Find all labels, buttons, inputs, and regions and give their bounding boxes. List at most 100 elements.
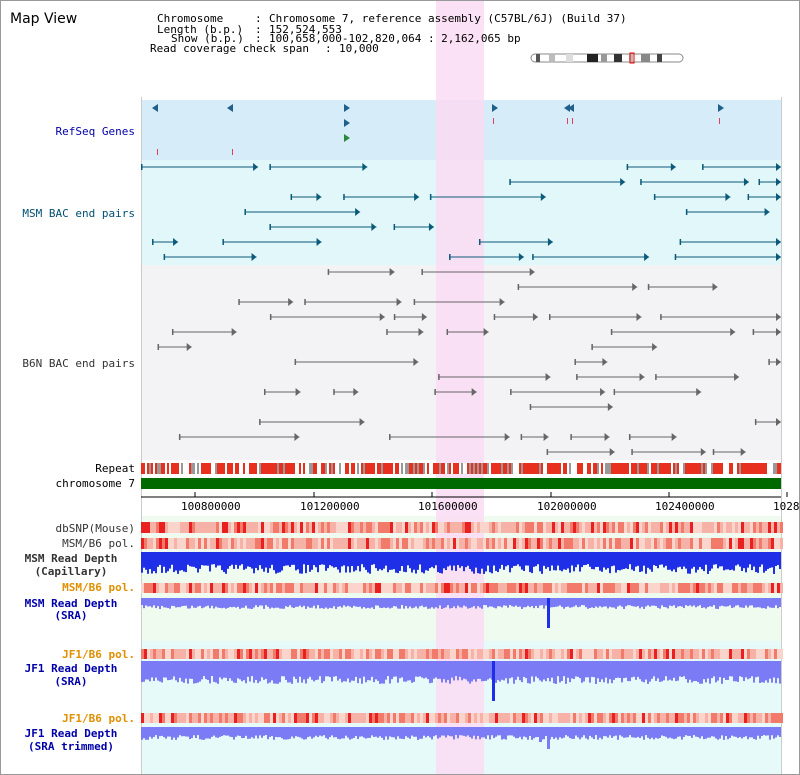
- read-depth-bar: [383, 727, 385, 740]
- polymorphism-cell: [546, 522, 549, 533]
- polymorphism-cell: [606, 583, 609, 593]
- polymorphism-cell: [498, 583, 501, 593]
- polymorphism-cell: [606, 522, 609, 533]
- polymorphism-cell: [660, 522, 663, 533]
- polymorphism-cell: [624, 649, 627, 659]
- read-depth-bar: [449, 598, 451, 609]
- msm-bac-pair-end: [758, 179, 761, 185]
- read-depth-bar: [363, 598, 365, 608]
- read-depth-bar: [173, 552, 175, 573]
- read-depth-bar: [193, 552, 195, 567]
- polymorphism-cell: [750, 538, 753, 549]
- read-depth-bar: [317, 598, 319, 606]
- read-depth-bar: [421, 727, 423, 739]
- read-depth-bar: [179, 727, 181, 736]
- read-depth-bar: [505, 661, 507, 679]
- polymorphism-cell: [738, 583, 741, 593]
- polymorphism-cell: [411, 713, 414, 723]
- repeat-block: [565, 463, 567, 474]
- read-depth-bar: [453, 661, 455, 681]
- read-depth-bar: [689, 661, 691, 680]
- polymorphism-cell: [330, 538, 333, 549]
- polymorphism-cell: [684, 538, 687, 549]
- read-depth-bar: [643, 552, 645, 566]
- polymorphism-cell: [630, 649, 633, 659]
- read-depth-bar: [191, 661, 193, 679]
- read-depth-bar: [249, 661, 251, 682]
- polymorphism-cell: [156, 522, 159, 533]
- read-depth-bar: [599, 552, 601, 571]
- polymorphism-cell: [201, 713, 204, 723]
- polymorphism-cell: [261, 713, 264, 723]
- polymorphism-cell: [564, 713, 567, 723]
- read-depth-bar: [147, 661, 149, 680]
- chromosome-value: Chromosome 7, reference assembly (C57BL/…: [269, 12, 627, 25]
- read-depth-bar: [759, 598, 761, 608]
- polymorphism-cell: [669, 538, 672, 549]
- polymorphism-cell: [756, 538, 759, 549]
- read-depth-bar: [559, 727, 561, 738]
- read-depth-bar: [355, 552, 357, 571]
- read-depth-bar: [473, 661, 475, 680]
- polymorphism-cell: [486, 649, 489, 659]
- read-depth-bar: [741, 598, 743, 608]
- read-depth-bar: [611, 552, 613, 567]
- repeat-block: [293, 463, 295, 474]
- read-depth-bar: [411, 661, 413, 683]
- read-depth-bar: [653, 552, 655, 566]
- polymorphism-cell: [312, 583, 315, 593]
- polymorphism-cell: [450, 538, 453, 549]
- read-depth-bar: [209, 661, 211, 684]
- b6n-bac-pair-end: [631, 449, 633, 455]
- read-depth-bar: [737, 661, 739, 682]
- polymorphism-cell: [609, 649, 612, 659]
- read-depth-bar: [177, 661, 179, 683]
- repeat-block: [421, 463, 423, 474]
- read-depth-bar: [747, 598, 749, 608]
- read-depth-bar: [301, 727, 303, 739]
- read-depth-bar: [751, 552, 753, 571]
- read-depth-bar: [143, 598, 145, 609]
- read-depth-bar: [763, 598, 765, 609]
- repeat-block: [617, 463, 619, 474]
- read-depth-bar: [647, 661, 649, 684]
- read-depth-bar: [347, 598, 349, 606]
- polymorphism-cell: [360, 649, 363, 659]
- polymorphism-cell: [714, 649, 717, 659]
- repeat-block: [203, 463, 205, 474]
- read-depth-bar: [629, 661, 631, 682]
- read-depth-bar: [373, 727, 375, 737]
- msm-bac-pair-end: [290, 194, 293, 200]
- read-depth-bar: [719, 598, 721, 607]
- polymorphism-cell: [711, 649, 714, 659]
- read-depth-bar: [487, 727, 489, 736]
- read-depth-bar: [685, 727, 687, 736]
- track-label-jf1-depth-trimmed: JF1 Read Depth: [24, 727, 118, 740]
- repeat-block: [273, 463, 275, 474]
- polymorphism-cell: [657, 522, 660, 533]
- read-depth-bar: [437, 661, 439, 679]
- read-depth-bar: [681, 552, 683, 570]
- polymorphism-cell: [216, 583, 219, 593]
- read-depth-bar: [745, 598, 747, 606]
- polymorphism-cell: [501, 713, 504, 723]
- repeat-block: [379, 463, 381, 474]
- polymorphism-cell: [498, 538, 501, 549]
- read-depth-bar: [469, 598, 471, 609]
- read-depth-bar: [269, 661, 271, 683]
- polymorphism-cell: [345, 522, 348, 533]
- polymorphism-cell: [453, 538, 456, 549]
- read-depth-bar: [457, 661, 459, 681]
- ideogram-band: [614, 54, 622, 62]
- polymorphism-cell: [432, 713, 435, 723]
- read-depth-bar: [399, 727, 401, 739]
- polymorphism-cell: [144, 649, 147, 659]
- polymorphism-cell: [429, 538, 432, 549]
- read-depth-bar: [185, 598, 187, 606]
- read-depth-bar: [163, 552, 165, 567]
- read-depth-bar: [747, 727, 749, 740]
- polymorphism-cell: [480, 583, 483, 593]
- msm-bac-pair-end: [764, 208, 770, 216]
- polymorphism-cell: [147, 583, 150, 593]
